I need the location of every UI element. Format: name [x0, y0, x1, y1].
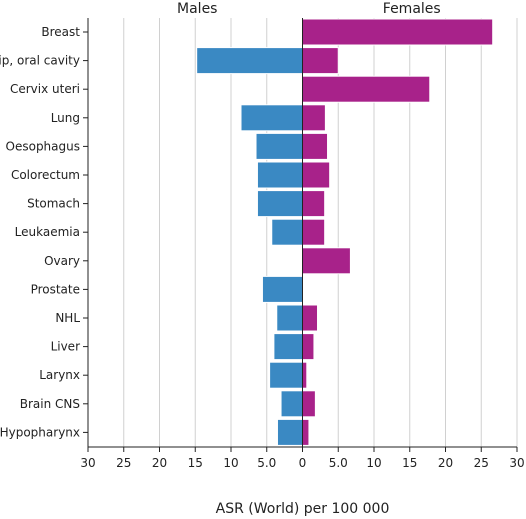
bar-males — [276, 418, 304, 446]
category-label: Stomach — [27, 197, 80, 211]
x-tick-label: 15 — [402, 456, 417, 470]
bar-females — [302, 390, 316, 418]
category-label: Lip, oral cavity — [0, 54, 80, 68]
x-tick-label: 20 — [152, 456, 167, 470]
bar-females — [302, 18, 494, 46]
bar-females — [302, 132, 329, 160]
panel-title-females: Females — [383, 1, 441, 17]
category-label: Cervix uteri — [10, 82, 80, 96]
category-label: Lung — [51, 111, 80, 125]
x-tick-label: 10 — [223, 456, 238, 470]
bar-males — [261, 275, 303, 303]
axes: Breast Lip, oral cavity Cervix uteri Lung Oe… — [0, 18, 525, 470]
bar-males — [273, 333, 303, 361]
category-label: Larynx — [39, 368, 80, 382]
category-label: Breast — [41, 25, 80, 39]
bar-males — [276, 304, 304, 332]
bar-females — [302, 304, 319, 332]
bar-females — [302, 247, 351, 275]
bar-males — [196, 47, 303, 75]
category-label: Ovary — [44, 254, 80, 268]
category-label: Liver — [51, 340, 81, 354]
category-label: Leukaemia — [15, 225, 80, 239]
bar-females — [302, 47, 339, 75]
bars — [196, 18, 494, 446]
bar-females — [302, 190, 326, 218]
bar-females — [302, 361, 308, 389]
x-tick-label: 5.0 — [329, 456, 348, 470]
category-label: Colorectum — [11, 168, 80, 182]
category-label: Oesophagus — [6, 139, 80, 153]
bar-males — [280, 390, 303, 418]
bar-males — [240, 104, 303, 132]
x-tick-label: 20 — [438, 456, 453, 470]
bar-males — [255, 132, 303, 160]
x-tick-label: 5.0 — [257, 456, 276, 470]
bar-males — [269, 361, 303, 389]
bar-females — [302, 218, 326, 246]
bar-males — [256, 190, 303, 218]
grid-lines — [87, 18, 518, 447]
bar-females — [302, 104, 326, 132]
x-tick-label: 30 — [509, 456, 524, 470]
bar-females — [302, 333, 315, 361]
x-tick-label: 25 — [474, 456, 489, 470]
x-axis-title: ASR (World) per 100 000 — [216, 501, 390, 517]
x-tick-label: 15 — [188, 456, 203, 470]
bar-males — [256, 161, 303, 189]
bar-females — [302, 75, 431, 103]
x-tick-label: 0 — [299, 456, 307, 470]
panel-title-males: Males — [177, 1, 217, 17]
category-label: Prostate — [31, 282, 80, 296]
category-label: NHL — [55, 311, 80, 325]
bar-males — [271, 218, 304, 246]
category-label: Brain CNS — [20, 397, 80, 411]
x-tick-label: 30 — [80, 456, 95, 470]
bar-females — [302, 418, 310, 446]
x-tick-label: 10 — [366, 456, 381, 470]
category-label: Hypopharynx — [0, 425, 80, 439]
x-tick-label: 25 — [116, 456, 131, 470]
bar-females — [302, 161, 331, 189]
